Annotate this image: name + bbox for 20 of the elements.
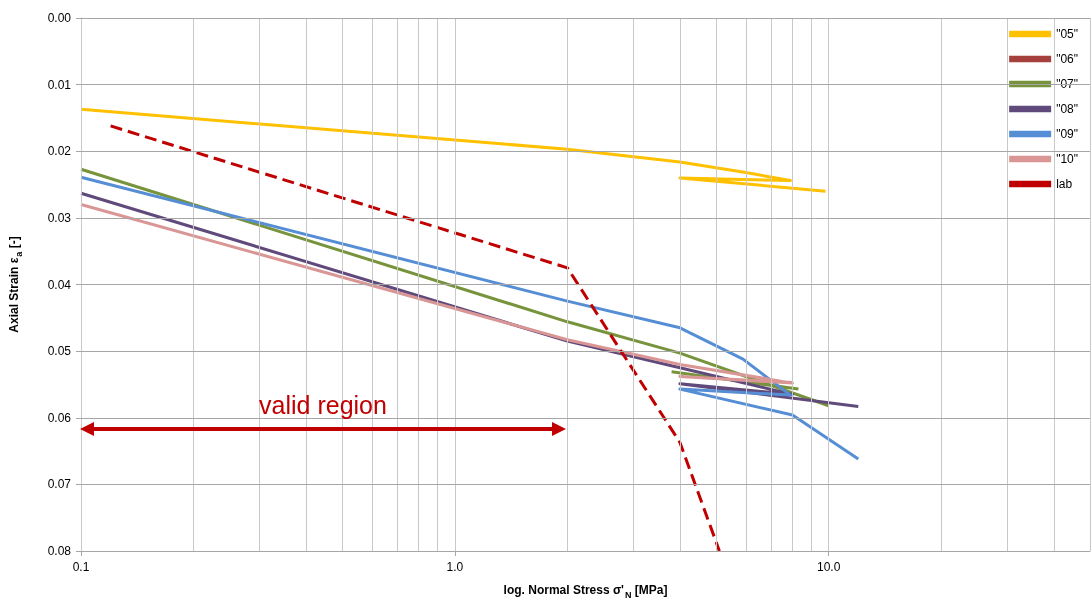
legend-label: "08" — [1056, 102, 1079, 116]
y-tick-label: 0.00 — [47, 11, 72, 25]
legend-label: lab — [1056, 177, 1073, 191]
y-tick-label: 0.01 — [47, 77, 72, 92]
y-tick-label: 0.06 — [47, 410, 72, 425]
y-axis-title: Axial Strain εa [-] — [7, 236, 24, 333]
x-tick-label: 0.1 — [72, 560, 90, 574]
y-tick-label: 0.04 — [47, 277, 72, 292]
y-tick-label: 0.03 — [47, 210, 72, 225]
legend-label: "06" — [1056, 52, 1079, 66]
legend-label: "09" — [1056, 127, 1079, 141]
legend-label: "10" — [1056, 152, 1079, 166]
y-tick-label: 0.02 — [47, 144, 72, 159]
legend-label: "05" — [1056, 27, 1079, 41]
y-tick-label: 0.08 — [47, 544, 72, 558]
x-tick-label: 10.0 — [817, 560, 841, 574]
annotation: valid region — [258, 391, 388, 420]
y-tick-label: 0.05 — [47, 344, 72, 359]
y-tick-label: 0.07 — [47, 477, 72, 492]
x-tick-label: 1.0 — [446, 560, 464, 574]
